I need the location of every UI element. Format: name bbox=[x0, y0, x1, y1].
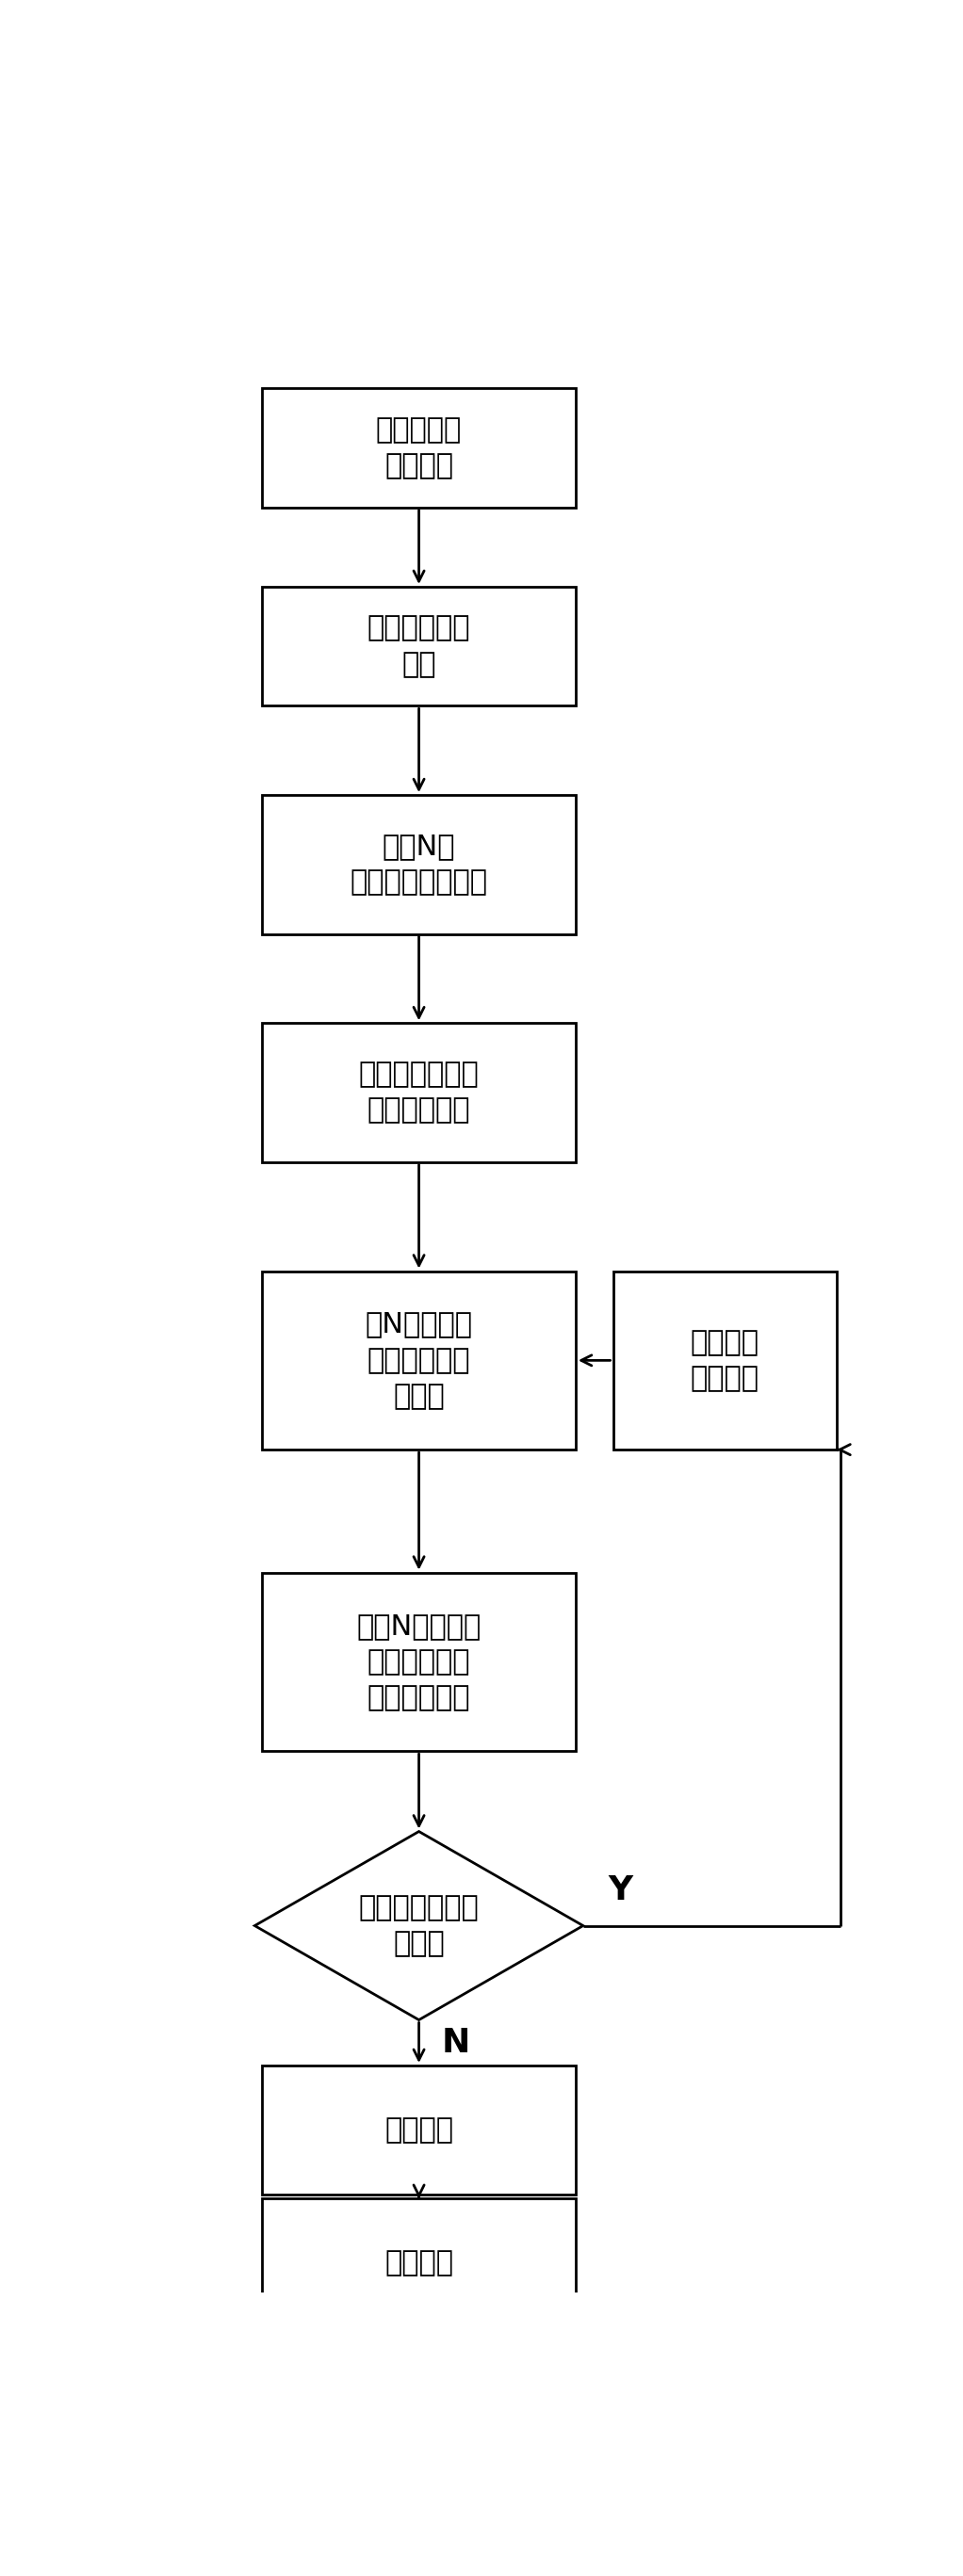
Text: 对每一路视频数
据进行预处理: 对每一路视频数 据进行预处理 bbox=[359, 1061, 480, 1123]
Bar bbox=[262, 389, 576, 507]
Bar bbox=[262, 1571, 576, 1752]
Bar bbox=[262, 1270, 576, 1450]
Text: 对N路视频数
据分别进行缓
冲隔离: 对N路视频数 据分别进行缓 冲隔离 bbox=[365, 1311, 473, 1409]
Text: N: N bbox=[442, 2027, 471, 2058]
Bar bbox=[262, 587, 576, 706]
Text: 检测重新生成帧
下降沿: 检测重新生成帧 下降沿 bbox=[359, 1893, 480, 1958]
Text: 视频输出: 视频输出 bbox=[384, 2249, 454, 2277]
Text: 接收N路
帧同步的视频数据: 接收N路 帧同步的视频数据 bbox=[351, 832, 487, 896]
Text: 读取N路视频数
据，分别恢复
视频使能信号: 读取N路视频数 据，分别恢复 视频使能信号 bbox=[356, 1613, 482, 1710]
Bar bbox=[262, 1023, 576, 1162]
Text: Y: Y bbox=[609, 1873, 633, 1906]
Polygon shape bbox=[254, 1832, 584, 2020]
Text: 系统初始化
复位上电: 系统初始化 复位上电 bbox=[376, 417, 462, 479]
Bar bbox=[262, 2066, 576, 2195]
Bar bbox=[612, 1270, 837, 1450]
Text: 视频选通: 视频选通 bbox=[384, 2117, 454, 2143]
Bar bbox=[262, 796, 576, 935]
Bar bbox=[262, 2197, 576, 2326]
Text: 发送同步脉冲
信号: 发送同步脉冲 信号 bbox=[367, 616, 471, 677]
Text: 清空缓冲
隔离模块: 清空缓冲 隔离模块 bbox=[690, 1329, 759, 1391]
